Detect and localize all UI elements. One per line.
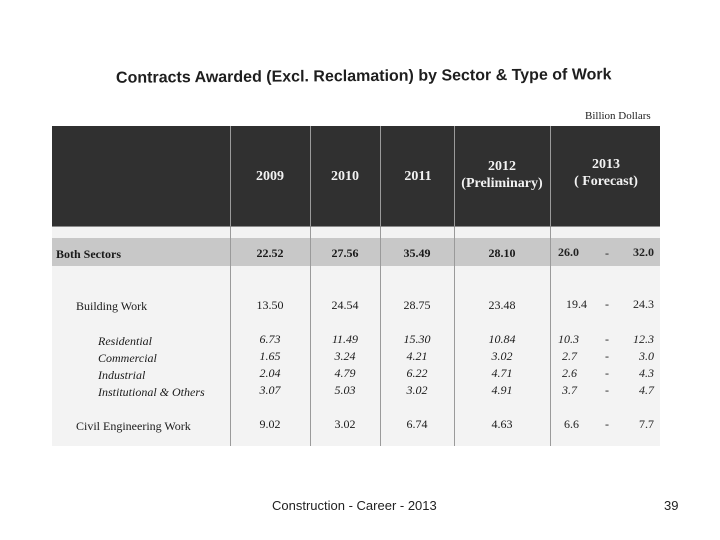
column-divider bbox=[310, 126, 311, 446]
cell-residential-2011: 15.30 bbox=[403, 332, 431, 346]
column-divider bbox=[380, 126, 381, 446]
cell-institutional-2013-low: 3.7 bbox=[562, 383, 577, 397]
cell-residential-2013-low: 10.3 bbox=[558, 332, 579, 346]
cell-industrial-2013-high: 4.3 bbox=[639, 366, 654, 380]
cell-institutional-2011: 3.02 bbox=[406, 383, 428, 397]
column-divider bbox=[550, 126, 551, 446]
row-label-building-work: Building Work bbox=[76, 299, 148, 313]
cell-residential-2012: 10.84 bbox=[488, 332, 516, 346]
cell-industrial-2010: 4.79 bbox=[334, 366, 356, 380]
cell-industrial-2009: 2.04 bbox=[259, 366, 281, 380]
cell-building-2009: 13.50 bbox=[256, 298, 284, 312]
cell-building-2010: 24.54 bbox=[331, 298, 359, 312]
cell-industrial-2013-low: 2.6 bbox=[562, 366, 577, 380]
header-divider bbox=[52, 226, 660, 227]
column-header-2012-year: 2012 bbox=[488, 159, 516, 174]
column-header-2013-note: ( Forecast) bbox=[574, 174, 638, 189]
cell-commercial-2010: 3.24 bbox=[334, 349, 356, 363]
table-header-band bbox=[52, 126, 660, 226]
table-title: Contracts Awarded (Excl. Reclamation) by… bbox=[115, 66, 612, 87]
cell-both-2013-low: 26.0 bbox=[558, 245, 579, 259]
cell-commercial-2011: 4.21 bbox=[406, 349, 428, 363]
cell-both-2012: 28.10 bbox=[488, 246, 516, 260]
page-number: 39 bbox=[664, 498, 679, 513]
cell-building-2013-high: 24.3 bbox=[633, 297, 654, 311]
cell-commercial-2013-dash: - bbox=[605, 349, 609, 363]
cell-building-2011: 28.75 bbox=[403, 298, 431, 312]
column-divider bbox=[230, 126, 231, 446]
row-label-residential: Residential bbox=[98, 334, 152, 348]
column-divider bbox=[454, 126, 455, 446]
cell-civil-2010: 3.02 bbox=[334, 417, 356, 431]
column-header-2011: 2011 bbox=[404, 169, 432, 184]
cell-both-2011: 35.49 bbox=[403, 246, 431, 260]
column-header-2012: 2012 (Preliminary) bbox=[454, 158, 550, 192]
cell-civil-2013-dash: - bbox=[605, 417, 609, 431]
cell-civil-2013-low: 6.6 bbox=[564, 417, 579, 431]
row-label-commercial: Commercial bbox=[98, 351, 157, 365]
row-label-institutional: Institutional & Others bbox=[98, 385, 205, 399]
cell-industrial-2011: 6.22 bbox=[406, 366, 428, 380]
cell-institutional-2009: 3.07 bbox=[259, 383, 281, 397]
cell-both-2013-dash: - bbox=[605, 246, 609, 260]
footer-text: Construction - Career - 2013 bbox=[272, 498, 437, 513]
cell-institutional-2012: 4.91 bbox=[491, 383, 513, 397]
cell-both-2009: 22.52 bbox=[256, 246, 284, 260]
cell-commercial-2009: 1.65 bbox=[259, 349, 281, 363]
row-label-civil-engineering: Civil Engineering Work bbox=[76, 419, 191, 433]
cell-residential-2009: 6.73 bbox=[259, 332, 281, 346]
cell-institutional-2013-dash: - bbox=[605, 383, 609, 397]
column-header-2013-year: 2013 bbox=[592, 157, 620, 172]
column-header-2013: 2013 ( Forecast) bbox=[554, 156, 658, 190]
column-header-2009: 2009 bbox=[256, 169, 284, 184]
cell-civil-2012: 4.63 bbox=[491, 417, 513, 431]
cell-residential-2010: 11.49 bbox=[331, 332, 359, 346]
cell-industrial-2013-dash: - bbox=[605, 366, 609, 380]
cell-both-2013-high: 32.0 bbox=[633, 245, 654, 259]
both-sectors-band bbox=[52, 238, 660, 266]
cell-institutional-2013-high: 4.7 bbox=[639, 383, 654, 397]
cell-industrial-2012: 4.71 bbox=[491, 366, 513, 380]
cell-building-2013-low: 19.4 bbox=[566, 297, 587, 311]
cell-civil-2013-high: 7.7 bbox=[639, 417, 654, 431]
cell-both-2010: 27.56 bbox=[331, 246, 359, 260]
units-label: Billion Dollars bbox=[585, 110, 651, 122]
cell-civil-2011: 6.74 bbox=[406, 417, 428, 431]
row-label-industrial: Industrial bbox=[98, 368, 146, 382]
cell-commercial-2013-high: 3.0 bbox=[639, 349, 654, 363]
scanned-table: 2009 2010 2011 2012 (Preliminary) 2013 (… bbox=[52, 126, 660, 446]
cell-institutional-2010: 5.03 bbox=[334, 383, 356, 397]
column-header-2012-note: (Preliminary) bbox=[461, 176, 543, 191]
row-label-both-sectors: Both Sectors bbox=[56, 247, 121, 261]
cell-building-2012: 23.48 bbox=[488, 298, 516, 312]
cell-commercial-2013-low: 2.7 bbox=[562, 349, 577, 363]
cell-commercial-2012: 3.02 bbox=[491, 349, 513, 363]
cell-building-2013-dash: - bbox=[605, 297, 609, 311]
cell-civil-2009: 9.02 bbox=[259, 417, 281, 431]
cell-residential-2013-high: 12.3 bbox=[633, 332, 654, 346]
column-header-2010: 2010 bbox=[331, 169, 359, 184]
cell-residential-2013-dash: - bbox=[605, 332, 609, 346]
